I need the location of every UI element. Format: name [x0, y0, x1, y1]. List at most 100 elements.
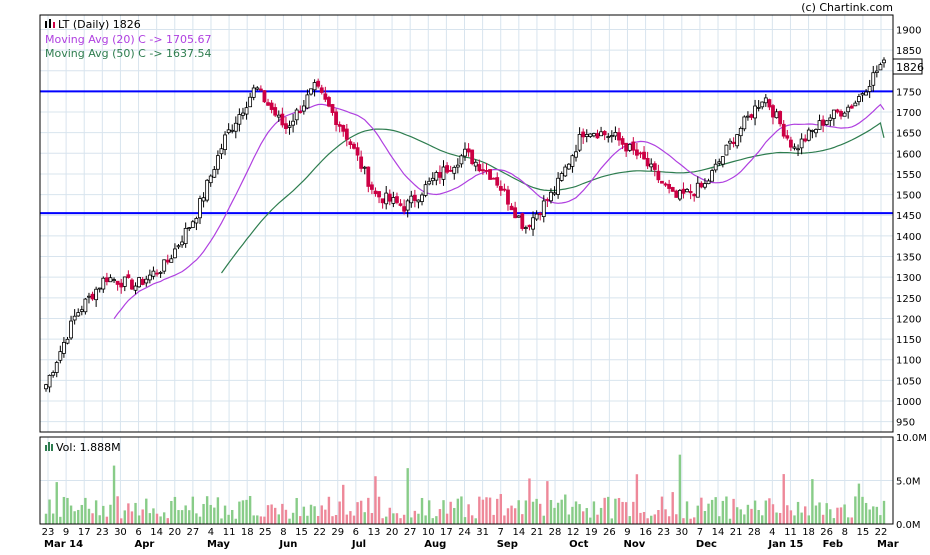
- volume-bar: [427, 500, 431, 524]
- month-label: Oct: [569, 539, 588, 550]
- x-tick-label: 23: [96, 527, 109, 538]
- y-tick-label: 1850: [896, 46, 921, 57]
- volume-bar: [567, 514, 571, 524]
- x-tick-label: 24: [458, 527, 471, 538]
- volume-bar: [825, 503, 828, 524]
- candle-body: [731, 141, 736, 145]
- volume-bar: [309, 504, 313, 524]
- candle-body: [545, 199, 550, 201]
- candle-body: [724, 144, 729, 156]
- candle-body: [51, 372, 56, 376]
- candle-body: [448, 169, 453, 172]
- month-label: Apr: [135, 539, 155, 550]
- candle-body: [369, 184, 374, 190]
- candle-body: [133, 285, 138, 291]
- candle-body: [613, 132, 618, 137]
- volume-bar: [195, 513, 198, 524]
- x-tick-label: 15: [295, 527, 308, 538]
- candle-body: [230, 129, 235, 132]
- volume-legend: Vol: 1.888M: [45, 441, 121, 454]
- candle-body: [430, 177, 435, 182]
- volume-bar: [467, 504, 470, 524]
- volume-bar: [281, 503, 284, 524]
- candle-body: [538, 213, 543, 216]
- x-tick-label: 22: [875, 527, 888, 538]
- candle-body: [387, 193, 392, 202]
- candle-body: [602, 131, 607, 136]
- x-tick-label: 7: [697, 527, 703, 538]
- volume-bar: [120, 518, 123, 524]
- volume-bar: [84, 497, 87, 524]
- candle-body: [498, 186, 503, 191]
- candle-body: [506, 189, 510, 205]
- candle-body: [445, 165, 449, 173]
- volume-bar: [488, 497, 492, 524]
- volume-bar: [524, 500, 528, 524]
- volume-bar: [535, 498, 538, 524]
- legend-sma50: Moving Avg (50) C -> 1637.54: [45, 47, 212, 60]
- volume-bar: [793, 515, 796, 524]
- candle-body: [624, 142, 629, 152]
- volume-bar: [342, 484, 345, 524]
- volume-bar: [238, 501, 241, 524]
- y-tick-label: 1000: [896, 397, 921, 408]
- volume-bar: [284, 509, 288, 524]
- candle-body: [534, 213, 539, 220]
- volume-bar: [861, 496, 864, 524]
- volume-bar: [610, 518, 614, 524]
- x-tick-label: 4: [769, 527, 775, 538]
- volume-bar: [73, 511, 76, 524]
- candle-body: [599, 131, 603, 137]
- x-tick-label: 28: [549, 527, 562, 538]
- y-tick-label: 1050: [896, 376, 921, 387]
- candle-body: [488, 169, 492, 180]
- volume-bar: [277, 514, 280, 524]
- candle-body: [122, 276, 127, 287]
- volume-bar: [628, 516, 631, 524]
- candle-body: [577, 134, 582, 151]
- volume-bar: [478, 496, 481, 524]
- volume-bar: [499, 494, 503, 524]
- volume-bar: [714, 497, 717, 524]
- candle-body: [660, 180, 664, 184]
- candle-body: [645, 157, 650, 167]
- candle-body: [180, 241, 184, 246]
- volume-bar: [381, 518, 384, 524]
- volume-bar: [173, 496, 177, 524]
- volume-bar: [635, 474, 639, 524]
- volume-bar: [764, 500, 768, 524]
- candle-body: [713, 163, 718, 171]
- candle-body: [294, 109, 299, 121]
- candle-body: [631, 141, 636, 151]
- volume-bar: [513, 508, 517, 524]
- candle-body: [409, 195, 414, 204]
- volume-bar: [571, 506, 574, 524]
- volume-bar: [123, 510, 126, 524]
- x-tick-label: 31: [476, 527, 489, 538]
- candle-body: [287, 125, 292, 128]
- volume-bar: [263, 516, 266, 524]
- candle-body: [481, 169, 485, 172]
- volume-bar: [395, 513, 399, 524]
- volume-bar: [517, 500, 520, 524]
- volume-bar: [205, 496, 209, 524]
- volume-bar: [127, 503, 130, 524]
- volume-bar: [807, 515, 810, 524]
- y-tick-label: 1500: [896, 191, 921, 202]
- candle-icon: [45, 19, 55, 28]
- candle-body: [94, 288, 99, 301]
- candle-body: [190, 221, 195, 228]
- candle-body: [158, 271, 163, 274]
- volume-bar: [775, 512, 778, 524]
- candle-body: [377, 191, 381, 198]
- volume-bar: [596, 514, 599, 524]
- volume-bar: [69, 505, 73, 524]
- volume-bar: [664, 509, 667, 524]
- volume-bar: [875, 506, 879, 524]
- candle-body: [83, 298, 88, 313]
- volume-bar: [273, 507, 277, 524]
- candle-body: [255, 87, 260, 90]
- volume-bars: [44, 454, 886, 524]
- volume-bar: [410, 517, 413, 524]
- volume-bar: [542, 515, 545, 524]
